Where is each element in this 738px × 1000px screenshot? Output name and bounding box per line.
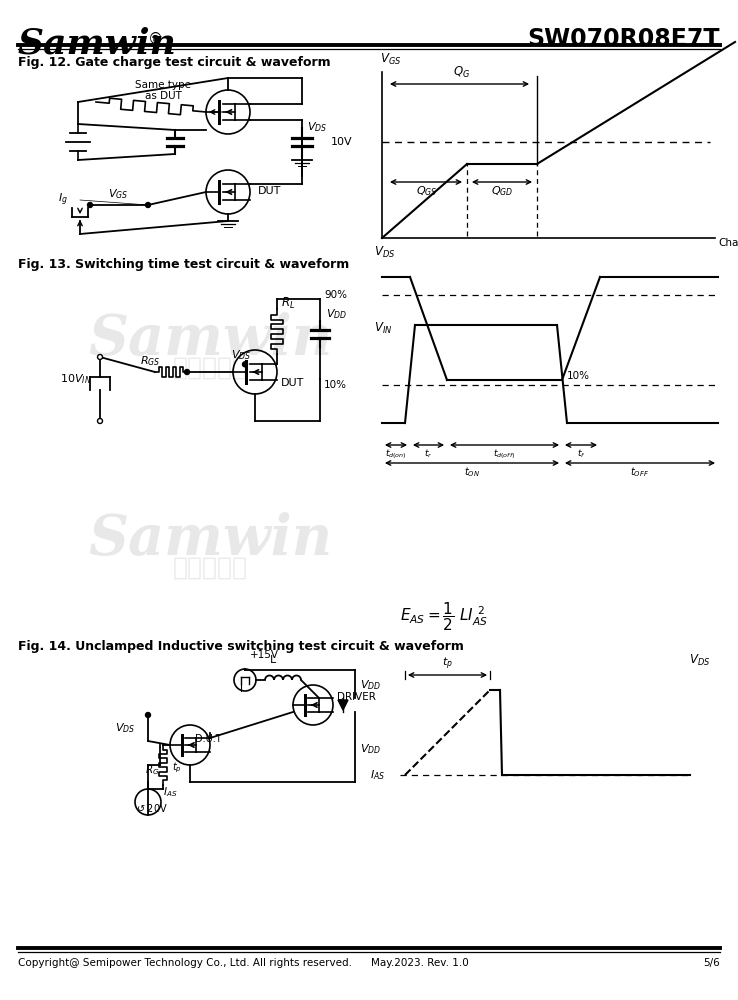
Text: $V_{DS}$: $V_{DS}$ (307, 120, 327, 134)
Text: DUT: DUT (258, 186, 281, 196)
Text: $t_{d(on)}$: $t_{d(on)}$ (385, 447, 407, 461)
Text: $E_{AS}=\dfrac{1}{2}\ L I_{AS}^{\ 2}$: $E_{AS}=\dfrac{1}{2}\ L I_{AS}^{\ 2}$ (400, 600, 488, 633)
Text: $t_{d(off)}$: $t_{d(off)}$ (493, 447, 515, 461)
Text: Fig. 13. Switching time test circuit & waveform: Fig. 13. Switching time test circuit & w… (18, 258, 349, 271)
Text: $R_L$: $R_L$ (281, 296, 295, 311)
Text: $Q_G$: $Q_G$ (453, 65, 471, 80)
Circle shape (184, 369, 190, 374)
Text: Samwin: Samwin (18, 27, 177, 61)
Circle shape (88, 202, 92, 208)
Text: $Q_{GD}$: $Q_{GD}$ (491, 184, 513, 198)
Text: $10V_{IN}$: $10V_{IN}$ (60, 372, 92, 386)
Text: $V_{DD}$: $V_{DD}$ (360, 742, 382, 756)
Text: as DUT: as DUT (145, 91, 182, 101)
Text: $t_f$: $t_f$ (576, 447, 585, 460)
Text: $t_r$: $t_r$ (424, 447, 432, 460)
Text: $R_G$: $R_G$ (145, 763, 159, 777)
Text: Fig. 12. Gate charge test circuit & waveform: Fig. 12. Gate charge test circuit & wave… (18, 56, 331, 69)
Text: DRIVER: DRIVER (337, 692, 376, 702)
Text: L: L (270, 655, 276, 665)
Text: $V_{DS}$: $V_{DS}$ (374, 245, 396, 260)
Circle shape (243, 362, 247, 367)
Text: 90%: 90% (324, 290, 347, 300)
Text: 山荣分部件: 山荣分部件 (173, 356, 247, 380)
Text: $V_{GS}$: $V_{GS}$ (108, 187, 128, 201)
Text: Same type: Same type (135, 80, 191, 90)
Text: $\circlearrowleft$20V: $\circlearrowleft$20V (135, 802, 168, 814)
Text: $V_{IN}$: $V_{IN}$ (374, 321, 393, 336)
Text: $V_{DD}$: $V_{DD}$ (360, 678, 382, 692)
Text: SW070R08E7T: SW070R08E7T (528, 27, 720, 51)
Text: $t_p$: $t_p$ (441, 656, 452, 672)
Text: $I_{AS}$: $I_{AS}$ (163, 785, 177, 799)
Polygon shape (338, 700, 348, 710)
Text: $R_{GS}$: $R_{GS}$ (140, 354, 160, 368)
Circle shape (145, 712, 151, 718)
Text: 10%: 10% (324, 380, 347, 390)
Text: $V_{DS}$: $V_{DS}$ (231, 348, 251, 362)
Text: +15V: +15V (250, 650, 279, 660)
Text: $t_{OFF}$: $t_{OFF}$ (630, 465, 649, 479)
Text: Charge(nC): Charge(nC) (718, 238, 738, 248)
Text: $V_{DD}$: $V_{DD}$ (326, 307, 347, 321)
Text: $V_{GS}$: $V_{GS}$ (380, 52, 401, 67)
Text: Fig. 14. Unclamped Inductive switching test circuit & waveform: Fig. 14. Unclamped Inductive switching t… (18, 640, 464, 653)
Text: May.2023. Rev. 1.0: May.2023. Rev. 1.0 (371, 958, 469, 968)
Text: D.U.T: D.U.T (195, 734, 221, 744)
Circle shape (145, 202, 151, 208)
Text: DUT: DUT (281, 378, 304, 388)
Text: $V_{DS}$: $V_{DS}$ (689, 653, 710, 668)
Text: $I_{AS}$: $I_{AS}$ (370, 768, 385, 782)
Text: ®: ® (148, 32, 163, 47)
Text: 山荣分部件: 山荣分部件 (173, 556, 247, 580)
Circle shape (97, 418, 103, 424)
Text: 10%: 10% (567, 371, 590, 381)
Text: $t_{ON}$: $t_{ON}$ (464, 465, 480, 479)
Text: 10V: 10V (331, 137, 352, 147)
Text: $V_{DS}$: $V_{DS}$ (115, 721, 135, 735)
Circle shape (97, 355, 103, 360)
Text: Samwin: Samwin (88, 512, 332, 568)
Text: $Q_{GS}$: $Q_{GS}$ (416, 184, 438, 198)
Text: $I_g$: $I_g$ (58, 191, 68, 208)
Text: Samwin: Samwin (88, 312, 332, 367)
Text: 5/6: 5/6 (703, 958, 720, 968)
Text: $t_p$: $t_p$ (172, 760, 182, 775)
Text: Copyright@ Semipower Technology Co., Ltd. All rights reserved.: Copyright@ Semipower Technology Co., Ltd… (18, 958, 352, 968)
